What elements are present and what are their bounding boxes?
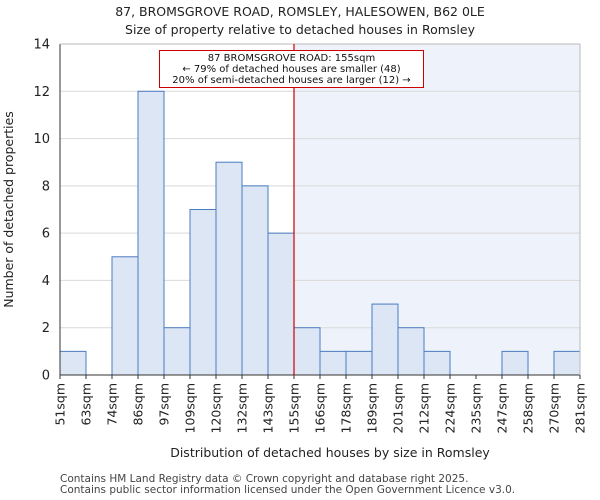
bar xyxy=(423,350,451,376)
x-tick-label: 143sqm xyxy=(261,383,276,433)
y-tick-label: 12 xyxy=(33,85,50,100)
x-tick-label: 109sqm xyxy=(183,383,198,433)
bar xyxy=(397,327,425,376)
bar xyxy=(293,327,321,376)
bar xyxy=(345,350,373,376)
bar xyxy=(371,303,399,376)
bar xyxy=(267,232,295,376)
x-tick-label: 51sqm xyxy=(53,383,68,426)
x-tick-label: 132sqm xyxy=(235,383,250,433)
bar xyxy=(163,327,191,376)
bar xyxy=(189,209,217,376)
y-tick-label: 4 xyxy=(42,274,50,289)
chart-title: 87, BROMSGROVE ROAD, ROMSLEY, HALESOWEN,… xyxy=(115,4,485,19)
bar xyxy=(319,350,347,376)
y-tick-label: 2 xyxy=(42,321,50,336)
y-tick-label: 8 xyxy=(42,179,50,194)
chart-subtitle: Size of property relative to detached ho… xyxy=(125,22,475,37)
bar xyxy=(215,161,243,376)
annotation-box: 87 BROMSGROVE ROAD: 155sqm ← 79% of deta… xyxy=(159,50,424,88)
x-tick-label: 212sqm xyxy=(417,383,432,433)
x-tick-label: 235sqm xyxy=(469,383,484,433)
y-tick-label: 14 xyxy=(33,38,50,53)
footer-line-2: Contains public sector information licen… xyxy=(60,484,516,496)
x-axis-title: Distribution of detached houses by size … xyxy=(170,445,490,460)
x-tick-label: 201sqm xyxy=(391,383,406,433)
annotation-line-1: 87 BROMSGROVE ROAD: 155sqm xyxy=(207,53,376,64)
x-tick-label: 247sqm xyxy=(495,383,510,433)
annotation-line-2: ← 79% of detached houses are smaller (48… xyxy=(182,64,401,75)
x-tick-label: 86sqm xyxy=(131,383,146,426)
bar xyxy=(501,350,529,376)
bar xyxy=(59,350,87,376)
y-axis-title: Number of detached properties xyxy=(1,111,16,308)
y-tick-label: 10 xyxy=(33,132,50,147)
bar xyxy=(241,185,269,376)
x-tick-label: 155sqm xyxy=(287,383,302,433)
y-tick-label: 6 xyxy=(42,227,50,242)
x-tick-label: 189sqm xyxy=(365,383,380,433)
x-tick-label: 97sqm xyxy=(157,383,172,426)
x-tick-label: 270sqm xyxy=(547,383,562,433)
x-tick-label: 120sqm xyxy=(209,383,224,433)
highlight-region xyxy=(294,44,580,375)
x-tick-label: 178sqm xyxy=(339,383,354,433)
annotation-line-3: 20% of semi-detached houses are larger (… xyxy=(172,75,411,86)
x-tick-label: 166sqm xyxy=(313,383,328,433)
bar xyxy=(137,90,165,376)
x-tick-label: 63sqm xyxy=(79,383,94,426)
y-tick-label: 0 xyxy=(42,369,50,384)
footer-line-1: Contains HM Land Registry data © Crown c… xyxy=(60,473,469,485)
bar xyxy=(111,256,139,376)
x-tick-label: 258sqm xyxy=(521,383,536,433)
x-tick-label: 74sqm xyxy=(105,383,120,426)
bar xyxy=(553,350,581,376)
x-tick-label: 224sqm xyxy=(443,383,458,433)
x-tick-label: 281sqm xyxy=(573,383,588,433)
